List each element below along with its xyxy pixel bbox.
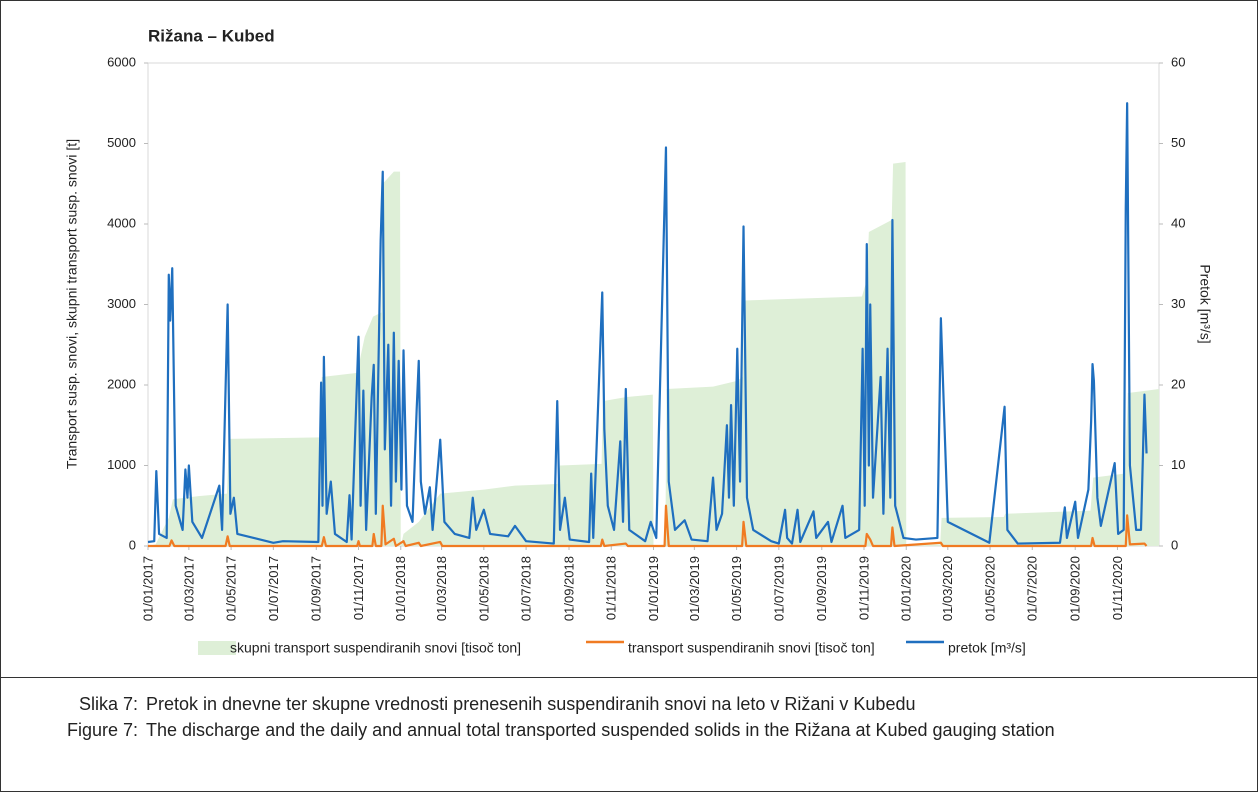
x-tick-label: 01/03/2019 [687, 556, 702, 621]
area [148, 162, 1159, 546]
x-tick-label: 01/03/2020 [940, 556, 955, 621]
y-axis-title: Transport susp. snovi, skupni transport … [64, 139, 80, 469]
x-tick-label: 01/07/2018 [519, 556, 534, 621]
x-tick-label: 01/05/2017 [224, 556, 239, 621]
chart-title: Rižana – Kubed [148, 26, 275, 45]
y-tick-label: 5000 [107, 135, 136, 150]
x-tick-label: 01/11/2017 [351, 556, 366, 620]
caption-label: Figure 7: [66, 720, 138, 740]
x-tick-label: 01/09/2017 [309, 556, 324, 621]
chart: Rižana – Kubed Transport susp. snovi, sk… [1, 26, 1257, 678]
x-tick-label: 01/07/2020 [1025, 556, 1040, 621]
x-tick-label: 01/09/2019 [814, 556, 829, 621]
x-tick-label: 01/05/2020 [982, 556, 997, 621]
x-tick-label: 01/11/2018 [604, 556, 619, 620]
x-tick-label: 01/03/2017 [181, 556, 196, 621]
x-tick-label: 01/05/2018 [476, 556, 491, 621]
caption-label: Slika 7: [78, 694, 138, 714]
x-tick-label: 01/01/2020 [899, 556, 914, 621]
line [148, 504, 1148, 548]
y-tick-label: 0 [129, 537, 136, 552]
y2-tick-label: 40 [1171, 215, 1185, 230]
y-tick-label: 1000 [107, 457, 136, 472]
y-tick-label: 2000 [107, 376, 136, 391]
x-tick-label: 01/07/2019 [771, 556, 786, 621]
y-tick-label: 4000 [107, 215, 136, 230]
x-tick-label: 01/01/2019 [646, 556, 661, 621]
y-tick-label: 6000 [107, 54, 136, 69]
x-tick-label: 01/09/2018 [561, 556, 576, 621]
caption-text: Pretok in dnevne ter skupne vrednosti pr… [146, 694, 916, 714]
y2-axis-title: Pretok [m³/s] [1197, 264, 1213, 343]
x-tick-label: 01/03/2018 [434, 556, 449, 621]
legend-label: transport suspendiranih snovi [tisoč ton… [628, 640, 875, 656]
legend-label: pretok [m³/s] [948, 640, 1026, 656]
caption-row: Slika 7: Pretok in dnevne ter skupne vred… [1, 691, 1181, 717]
line [147, 102, 1148, 545]
legend-label: skupni transport suspendiranih snovi [ti… [230, 640, 521, 656]
x-tick-label: 01/01/2017 [140, 556, 155, 621]
x-tick-label: 01/11/2020 [1110, 556, 1125, 620]
y2-tick-label: 60 [1171, 54, 1185, 69]
caption-row: Figure 7: The discharge and the daily and… [1, 717, 1181, 743]
y2-tick-label: 50 [1171, 135, 1185, 150]
caption-text: The discharge and the daily and annual t… [146, 720, 1055, 740]
y2-tick-label: 10 [1171, 457, 1185, 472]
x-tick-label: 01/11/2019 [856, 556, 871, 620]
y-tick-label: 3000 [107, 296, 136, 311]
y2-tick-label: 30 [1171, 296, 1185, 311]
caption: Slika 7: Pretok in dnevne ter skupne vred… [1, 691, 1181, 743]
legend-swatch [198, 641, 236, 655]
y2-tick-label: 20 [1171, 376, 1185, 391]
x-tick-label: 01/01/2018 [393, 556, 408, 621]
x-tick-label: 01/07/2017 [266, 556, 281, 621]
y2-tick-label: 0 [1171, 537, 1178, 552]
x-tick-label: 01/09/2020 [1068, 556, 1083, 621]
x-tick-label: 01/05/2019 [729, 556, 744, 621]
